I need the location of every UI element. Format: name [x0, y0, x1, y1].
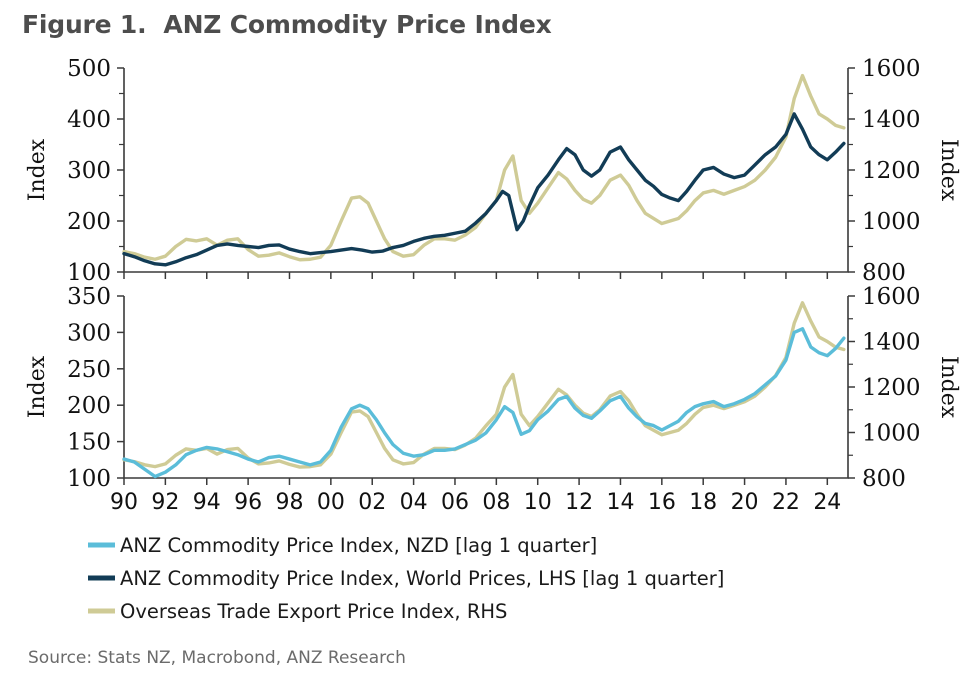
xtick-label-14: 14 — [606, 490, 634, 515]
ytick-label-right-800: 800 — [862, 260, 906, 286]
xtick-label-90: 90 — [110, 490, 138, 515]
ytick-label-right-1200: 1200 — [862, 158, 921, 184]
ytick-label-left-250: 250 — [67, 357, 111, 383]
ytick-label-left-200: 200 — [67, 393, 111, 419]
legend-label-1: ANZ Commodity Price Index, World Prices,… — [120, 567, 724, 590]
xtick-label-20: 20 — [731, 490, 759, 515]
xtick-label-08: 08 — [482, 490, 510, 515]
ytick-label-right-1600: 1600 — [862, 56, 921, 82]
legend-label-0: ANZ Commodity Price Index, NZD [lag 1 qu… — [120, 534, 597, 557]
chart-legend: ANZ Commodity Price Index, NZD [lag 1 qu… — [88, 534, 724, 623]
y-axis-title-left-bottom: Index — [25, 355, 50, 418]
ytick-label-right-1000: 1000 — [862, 421, 921, 447]
xtick-label-94: 94 — [193, 490, 221, 515]
y-axis-title-right-bottom: Index — [936, 356, 961, 419]
xtick-label-06: 06 — [441, 490, 469, 515]
xtick-label-92: 92 — [151, 490, 179, 515]
y-axis-title-right-top: Index — [936, 139, 961, 202]
ytick-label-left-300: 300 — [67, 158, 111, 184]
xtick-label-22: 22 — [772, 490, 800, 515]
xtick-label-16: 16 — [648, 490, 676, 515]
series-line-CFCB96 — [122, 301, 846, 469]
xtick-label-04: 04 — [400, 490, 428, 515]
ytick-label-left-100: 100 — [67, 466, 111, 492]
axis-frame-top — [123, 68, 849, 273]
xtick-label-96: 96 — [234, 490, 262, 515]
ytick-label-right-1200: 1200 — [862, 375, 921, 401]
ytick-label-left-100: 100 — [67, 260, 111, 286]
ytick-label-left-300: 300 — [67, 320, 111, 346]
xtick-label-24: 24 — [813, 490, 841, 515]
source-note: Source: Stats NZ, Macrobond, ANZ Researc… — [28, 648, 406, 668]
ytick-label-left-500: 500 — [67, 56, 111, 82]
series-line-123C56 — [122, 112, 846, 267]
xtick-label-12: 12 — [565, 490, 593, 515]
ytick-label-right-1400: 1400 — [862, 107, 921, 133]
xtick-label-00: 00 — [317, 490, 345, 515]
ytick-label-right-1000: 1000 — [862, 209, 921, 235]
series-line-5BBDD9 — [122, 327, 846, 479]
series-line-CFCB96 — [122, 73, 846, 262]
y-axis-title-left-top: Index — [25, 138, 50, 201]
ytick-label-left-400: 400 — [67, 107, 111, 133]
chart-panel-bottom: 1001502002503003508001000120014001600Ind… — [25, 284, 961, 515]
xtick-label-18: 18 — [689, 490, 717, 515]
chart-panel-top: 100 200 300 400 500 800 1000 1200 1400 1600 Index I… — [25, 56, 961, 286]
xtick-label-98: 98 — [275, 490, 303, 515]
xtick-label-02: 02 — [358, 490, 386, 515]
figure-title: Figure 1. ANZ Commodity Price Index — [22, 10, 552, 39]
legend-label-2: Overseas Trade Export Price Index, RHS — [120, 600, 507, 623]
ytick-label-right-800: 800 — [862, 466, 906, 492]
ytick-label-left-150: 150 — [67, 430, 111, 456]
ytick-label-right-1400: 1400 — [862, 330, 921, 356]
ytick-label-left-350: 350 — [67, 284, 111, 310]
xtick-label-10: 10 — [524, 490, 552, 515]
ytick-label-right-1600: 1600 — [862, 284, 921, 310]
ytick-label-left-200: 200 — [67, 209, 111, 235]
